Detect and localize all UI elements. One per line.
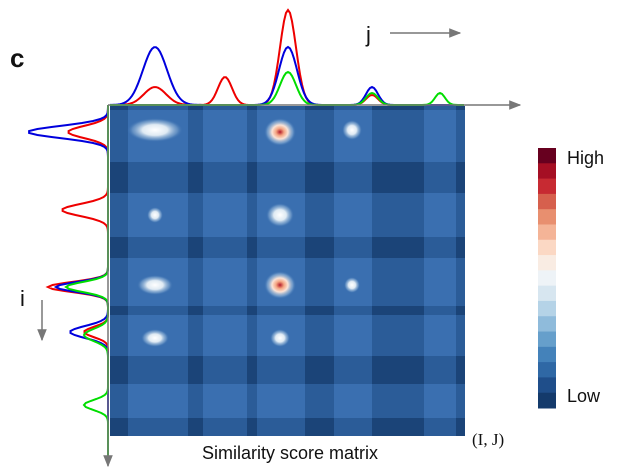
matrix-cell [424,258,456,306]
colorbar-step [538,392,556,409]
colorbar-high: High [567,148,604,168]
matrix-cell [424,110,456,162]
matrix-cell [203,315,247,356]
panel-label: c [10,43,24,73]
colorbar-step [538,239,556,256]
colorbar-step [538,178,556,195]
j-label: j [365,22,371,47]
matrix-cell [257,384,305,418]
matrix-cell [203,258,247,306]
colorbar-step [538,255,556,271]
colorbar-low: Low [567,386,601,406]
colorbar-step [538,148,556,164]
profile-curve [110,70,464,106]
i-label: i [20,286,25,311]
colorbar-step [538,316,556,333]
colorbar-step [538,377,556,394]
matrix-spot [264,271,296,299]
matrix-cell [203,193,247,237]
colorbar-step [538,193,556,210]
colorbar-step [538,362,556,378]
matrix-cell [334,315,372,356]
matrix-spot [264,118,296,146]
matrix-spot [266,203,294,227]
corner-label: (I, J) [472,430,504,449]
colorbar-step [538,270,556,287]
matrix-cell [203,110,247,162]
matrix-cell [203,384,247,418]
colorbar-step [538,300,556,317]
matrix-spot [127,118,183,142]
colorbar [538,148,556,409]
caption: Similarity score matrix [202,443,378,463]
colorbar-step [538,209,556,225]
profile-curve [110,45,464,106]
colorbar-step [538,285,556,302]
matrix-cell [424,315,456,356]
colorbar-step [538,331,556,348]
matrix-cell [424,193,456,237]
matrix-spot [141,329,169,347]
matrix-cell [424,384,456,418]
matrix-spot [270,329,290,347]
colorbar-step [538,346,556,363]
matrix-spot [137,275,173,295]
matrix-spot [344,277,360,293]
similarity-matrix [110,106,465,436]
colorbar-step [538,224,556,241]
matrix-cell [128,384,188,418]
matrix-cell [334,193,372,237]
colorbar-step [538,163,556,180]
matrix-spot [147,207,163,223]
matrix-spot [342,120,362,140]
matrix-cell [334,384,372,418]
